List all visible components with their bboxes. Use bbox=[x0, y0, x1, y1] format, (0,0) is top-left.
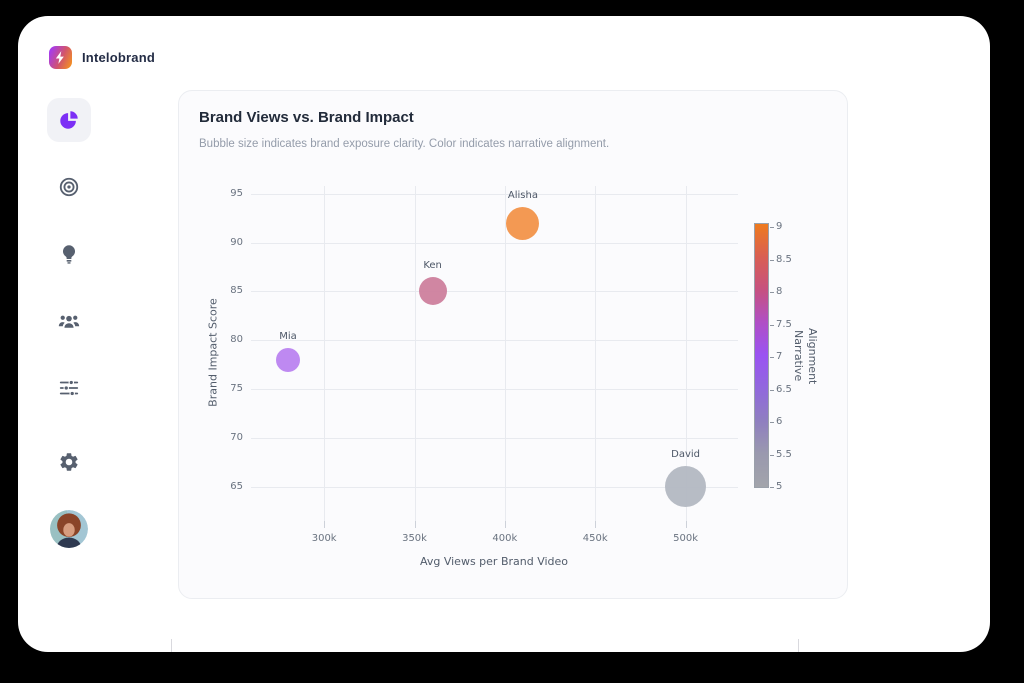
bubble-david[interactable] bbox=[665, 466, 707, 508]
y-tick-label: 95 bbox=[230, 187, 243, 199]
colorbar-tick-mark bbox=[770, 259, 774, 261]
x-tick-mark bbox=[324, 521, 326, 528]
chart-subtitle: Bubble size indicates brand exposure cla… bbox=[199, 138, 610, 150]
sidebar-item-filters[interactable] bbox=[47, 366, 91, 410]
v-gridline bbox=[595, 186, 597, 521]
sidebar bbox=[47, 98, 91, 551]
h-gridline bbox=[251, 389, 738, 391]
colorbar-tick-mark bbox=[770, 487, 774, 488]
colorbar-tick-mark bbox=[770, 227, 774, 228]
y-tick-label: 90 bbox=[230, 236, 243, 248]
y-tick-label: 70 bbox=[230, 431, 243, 443]
users-icon bbox=[58, 315, 80, 328]
y-tick-label: 80 bbox=[230, 334, 243, 346]
app-window: Intelobrand bbox=[18, 16, 990, 652]
bubble-mia[interactable] bbox=[276, 347, 301, 372]
gear-icon bbox=[60, 453, 78, 471]
v-gridline bbox=[324, 186, 326, 521]
colorbar-tick-mark bbox=[770, 324, 774, 326]
v-gridline bbox=[414, 186, 416, 521]
x-tick-mark bbox=[414, 521, 416, 528]
h-gridline bbox=[251, 486, 738, 488]
lightbulb-icon bbox=[62, 245, 76, 264]
colorbar-tick-label: 8 bbox=[776, 286, 783, 297]
brand-logo bbox=[49, 46, 72, 69]
colorbar-tick-label: 5.5 bbox=[776, 448, 792, 460]
x-tick-label: 350k bbox=[402, 533, 427, 544]
bubble-ken[interactable] bbox=[418, 277, 447, 306]
bottom-notch-left bbox=[171, 639, 172, 652]
h-gridline bbox=[251, 193, 738, 195]
h-gridline bbox=[251, 291, 738, 293]
h-gridline bbox=[251, 437, 738, 439]
brand: Intelobrand bbox=[49, 46, 155, 69]
sidebar-item-insights[interactable] bbox=[47, 232, 91, 276]
colorbar bbox=[754, 223, 769, 488]
colorbar-tick-mark bbox=[770, 389, 774, 391]
bubble-label: Alisha bbox=[507, 189, 538, 201]
colorbar-tick-label: 8.5 bbox=[776, 253, 792, 265]
bottom-notch-right bbox=[798, 639, 799, 652]
chart-title: Brand Views vs. Brand Impact bbox=[199, 109, 414, 126]
chart-card: Brand Views vs. Brand Impact Bubble size… bbox=[178, 90, 848, 599]
target-icon bbox=[59, 177, 79, 197]
x-tick-label: 500k bbox=[673, 533, 699, 544]
sidebar-item-targets[interactable] bbox=[47, 165, 91, 209]
sidebar-item-analytics[interactable] bbox=[47, 98, 91, 142]
bubble-label: Ken bbox=[423, 260, 442, 272]
brand-name: Intelobrand bbox=[82, 50, 155, 65]
colorbar-tick-label: 9 bbox=[776, 221, 783, 232]
y-tick-label: 75 bbox=[230, 383, 243, 395]
colorbar-tick-mark bbox=[770, 357, 774, 358]
x-tick-mark bbox=[595, 521, 597, 528]
v-gridline bbox=[504, 186, 506, 521]
h-gridline bbox=[251, 242, 738, 244]
h-gridline bbox=[251, 340, 738, 342]
sliders-icon bbox=[59, 379, 79, 397]
bubble-chart: 65 70 75 80 85 90 95 300k 350k 400k 450k 500k Mia Ken… bbox=[179, 91, 847, 598]
colorbar-tick-mark bbox=[770, 422, 774, 423]
x-tick-label: 400k bbox=[492, 533, 518, 544]
user-avatar bbox=[50, 510, 88, 548]
colorbar-tick-mark bbox=[770, 454, 774, 456]
x-tick-label: 450k bbox=[582, 533, 608, 544]
pie-chart-icon bbox=[60, 111, 78, 129]
y-axis-title: Brand Impact Score bbox=[206, 298, 220, 407]
sidebar-item-profile[interactable] bbox=[47, 507, 91, 551]
lightning-bolt-icon bbox=[55, 51, 64, 64]
colorbar-tick-mark bbox=[770, 292, 774, 293]
colorbar-tick-label: 7 bbox=[776, 351, 783, 362]
x-tick-mark bbox=[504, 521, 506, 528]
bubble-alisha[interactable] bbox=[506, 206, 540, 240]
x-tick-label: 300k bbox=[311, 533, 337, 544]
x-axis-title: Avg Views per Brand Video bbox=[419, 555, 569, 568]
x-tick-mark bbox=[685, 521, 687, 528]
colorbar-tick-label: 6 bbox=[776, 416, 783, 427]
bubble-label: David bbox=[671, 449, 701, 461]
sidebar-item-settings[interactable] bbox=[47, 440, 91, 484]
colorbar-tick-label: 5 bbox=[776, 481, 783, 492]
y-tick-label: 85 bbox=[230, 285, 243, 297]
sidebar-item-audience[interactable] bbox=[47, 299, 91, 343]
colorbar-tick-label: 7.5 bbox=[776, 318, 792, 330]
y-tick-label: 65 bbox=[230, 480, 243, 492]
v-gridline bbox=[685, 186, 687, 521]
colorbar-label: Narrative Alignment bbox=[792, 327, 819, 385]
colorbar-tick-label: 6.5 bbox=[776, 383, 792, 395]
bubble-label: Mia bbox=[279, 330, 297, 342]
